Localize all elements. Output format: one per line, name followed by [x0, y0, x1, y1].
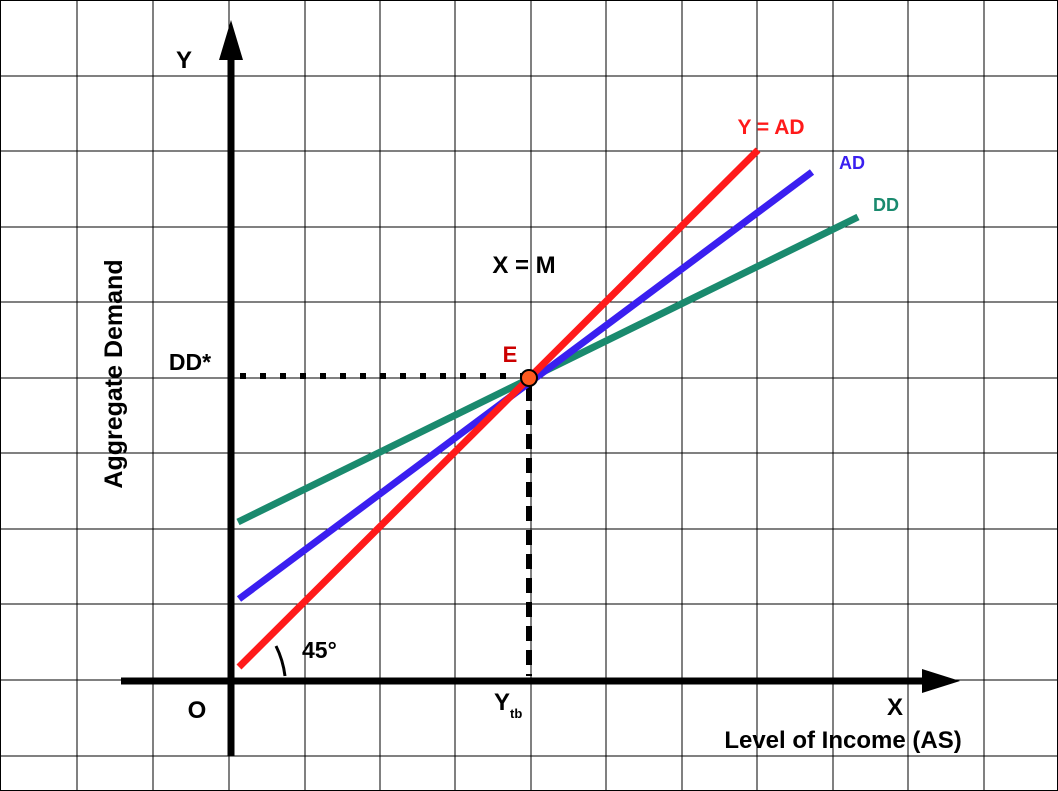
- y-axis-letter: Y: [176, 47, 192, 74]
- dd-label: DD: [873, 195, 899, 215]
- equilibrium-point: [520, 369, 538, 387]
- y-eq-ad-line: [236, 147, 761, 670]
- equilibrium-label: E: [503, 342, 518, 367]
- ytb-label: Ytb: [494, 689, 522, 721]
- balance-condition-label: X = M: [492, 252, 555, 279]
- x-axis-arrowhead: [922, 669, 960, 693]
- y-axis-title: Aggregate Demand: [100, 259, 128, 488]
- origin-label: O: [188, 697, 207, 724]
- y-eq-ad-label: Y = AD: [737, 116, 804, 139]
- ytb-label-main: Y: [494, 689, 510, 716]
- ytb-label-subscript: tb: [510, 706, 522, 721]
- y-axis-arrowhead: [219, 20, 243, 60]
- x-axis-letter: X: [887, 694, 903, 721]
- angle-arc: [274, 645, 287, 677]
- ad-label: AD: [839, 153, 865, 173]
- dd-star-label: DD*: [169, 349, 211, 375]
- angle-label: 45°: [302, 637, 337, 663]
- x-axis-title: Level of Income (AS): [724, 727, 961, 754]
